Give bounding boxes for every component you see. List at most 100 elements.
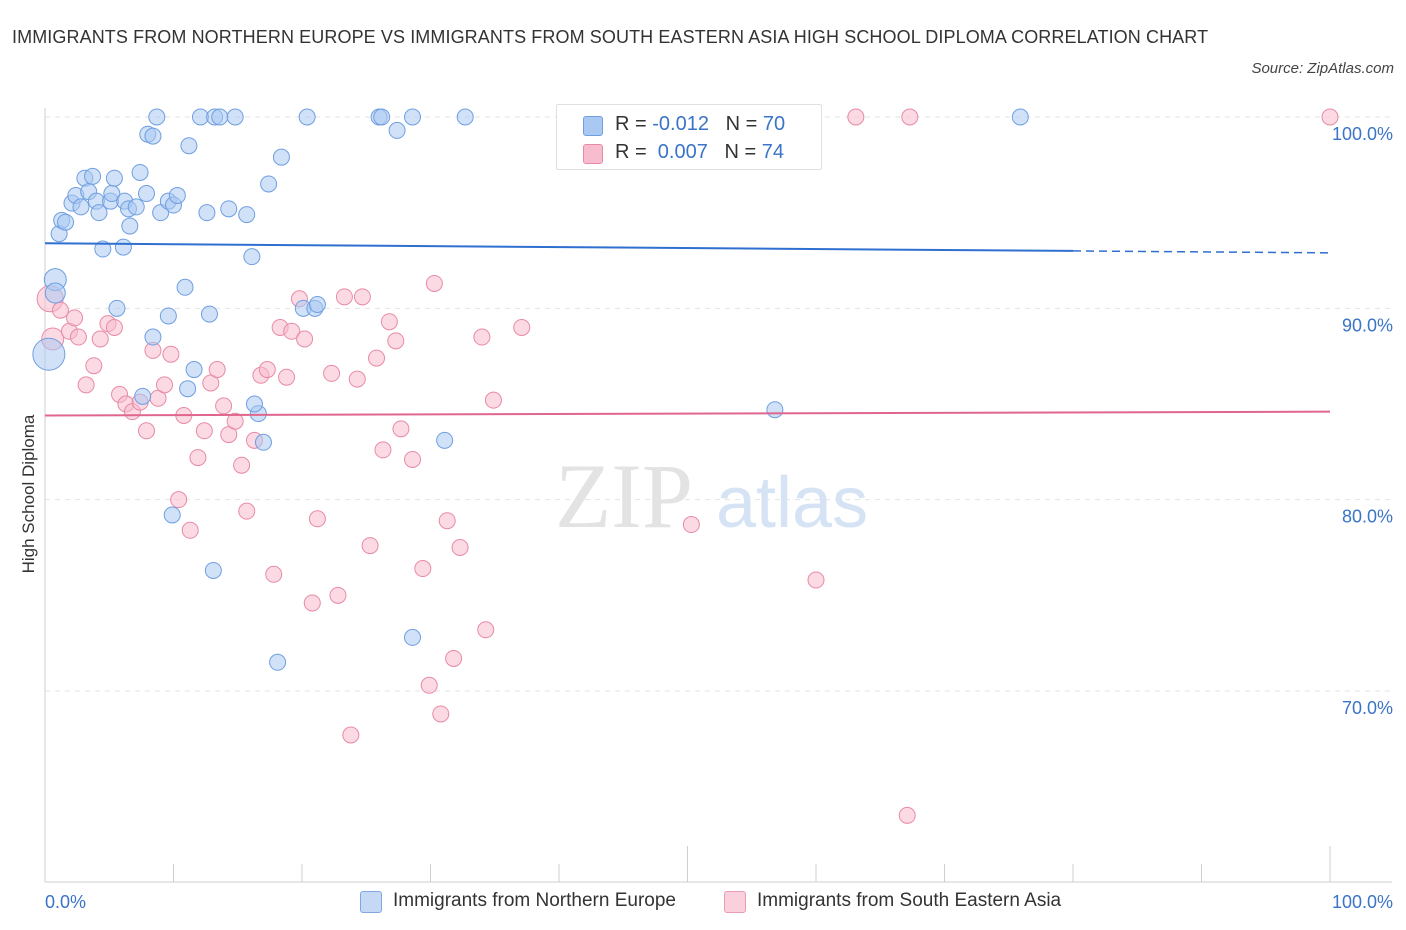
- data-point: [335, 288, 353, 306]
- data-point: [278, 368, 296, 386]
- data-point: [176, 278, 194, 296]
- data-point: [159, 307, 177, 325]
- data-point: [127, 198, 145, 216]
- data-point: [233, 456, 251, 474]
- axes: [44, 108, 1392, 883]
- data-point: [90, 204, 108, 222]
- data-point: [148, 108, 166, 126]
- data-point: [32, 337, 66, 371]
- data-point: [138, 185, 156, 203]
- data-point: [245, 395, 263, 413]
- data-point: [388, 121, 406, 139]
- data-point: [254, 433, 272, 451]
- data-point: [121, 217, 139, 235]
- data-point: [451, 539, 469, 556]
- data-point: [420, 676, 438, 694]
- data-point: [308, 510, 326, 528]
- data-point: [414, 560, 432, 578]
- data-point: [204, 561, 222, 579]
- legend-n-value: 70: [762, 113, 786, 135]
- watermark-atlas: atlas: [716, 463, 868, 543]
- data-point: [181, 521, 199, 539]
- data-point: [258, 361, 276, 379]
- data-point: [162, 345, 180, 363]
- data-point: [847, 108, 865, 126]
- stats-legend: R = -0.012 N = 70 R = 0.007 N = 74: [556, 104, 822, 170]
- data-point: [211, 108, 229, 126]
- data-point: [303, 594, 321, 612]
- data-point: [84, 167, 102, 185]
- legend-n-value: 74: [761, 141, 785, 163]
- data-point: [298, 108, 316, 126]
- data-point: [269, 653, 287, 671]
- data-point: [85, 357, 103, 375]
- data-point: [168, 186, 186, 204]
- data-point: [156, 376, 174, 394]
- legend-swatch-blue: [583, 116, 603, 136]
- y-tick-label: 70.0%: [1342, 698, 1393, 718]
- data-point: [766, 401, 784, 419]
- data-point: [198, 204, 216, 222]
- data-point: [1011, 108, 1029, 126]
- data-point: [77, 376, 95, 394]
- series-northern-europe: [32, 108, 1029, 671]
- data-point: [185, 361, 203, 379]
- data-point: [308, 296, 326, 314]
- legend-n-label: N =: [724, 141, 762, 163]
- data-point: [368, 349, 386, 367]
- chart-title: IMMIGRANTS FROM NORTHERN EUROPE VS IMMIG…: [12, 27, 1209, 47]
- data-point: [44, 282, 66, 304]
- data-point: [473, 328, 491, 346]
- data-point: [180, 137, 198, 155]
- data-point: [329, 586, 347, 604]
- legend-r-value: -0.012: [652, 113, 709, 135]
- trend-lines: [44, 242, 1331, 417]
- bottom-legend-label: Immigrants from Northern Europe: [393, 890, 676, 911]
- data-point: [72, 198, 90, 216]
- bottom-legend-swatch-pink: [724, 891, 746, 913]
- data-point: [91, 330, 109, 348]
- data-point: [179, 380, 197, 398]
- data-point: [189, 449, 207, 467]
- data-point: [238, 502, 256, 520]
- data-point: [445, 649, 463, 667]
- watermark-zip: ZIP: [555, 445, 693, 547]
- data-point: [387, 332, 405, 350]
- data-point: [163, 506, 181, 524]
- bottom-legend-label: Immigrants from South Eastern Asia: [757, 890, 1062, 911]
- data-point: [272, 148, 290, 166]
- chart-source: Source: ZipAtlas.com: [1251, 60, 1394, 77]
- data-point: [361, 537, 379, 555]
- y-axis-label: High School Diploma: [19, 414, 38, 573]
- data-point: [226, 108, 244, 126]
- data-point: [170, 491, 188, 509]
- data-point: [283, 322, 301, 340]
- data-point: [195, 422, 213, 440]
- data-point: [260, 175, 278, 193]
- data-point: [901, 108, 919, 126]
- data-point: [57, 213, 75, 231]
- data-point: [348, 370, 366, 388]
- legend-n-label: N =: [725, 113, 763, 135]
- data-point: [105, 169, 123, 187]
- data-point: [131, 163, 149, 181]
- data-point: [392, 420, 410, 438]
- data-point: [477, 621, 495, 639]
- data-point: [108, 299, 126, 317]
- data-point: [238, 206, 256, 224]
- data-point: [138, 422, 156, 440]
- tick-labels: 100.0% 90.0% 80.0% 70.0% 0.0% 100.0%: [45, 124, 1393, 912]
- data-point: [134, 387, 152, 405]
- data-point: [323, 364, 341, 382]
- data-point: [220, 200, 238, 218]
- y-tick-label: 90.0%: [1342, 315, 1393, 335]
- data-point: [243, 248, 261, 266]
- x-tick-label: 100.0%: [1332, 892, 1393, 912]
- data-point: [94, 240, 112, 258]
- legend-r-value: 0.007: [652, 141, 708, 163]
- bottom-legend-swatch-blue: [360, 891, 382, 913]
- data-point: [682, 516, 700, 534]
- y-tick-label: 100.0%: [1332, 124, 1393, 144]
- data-point: [114, 238, 132, 256]
